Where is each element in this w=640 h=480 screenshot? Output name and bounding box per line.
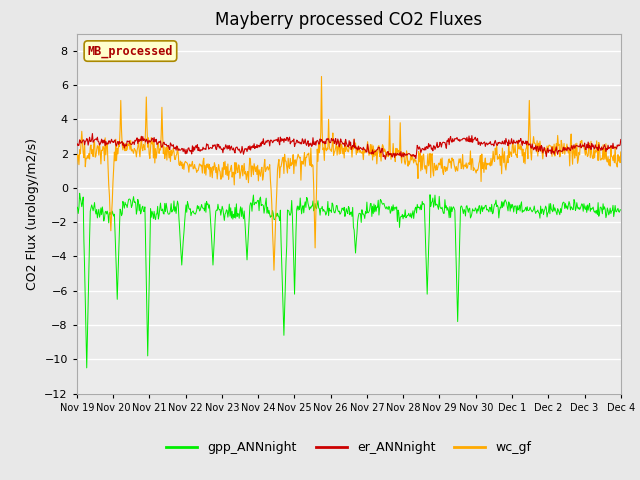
Text: MB_processed: MB_processed [88,44,173,58]
Title: Mayberry processed CO2 Fluxes: Mayberry processed CO2 Fluxes [215,11,483,29]
Legend: gpp_ANNnight, er_ANNnight, wc_gf: gpp_ANNnight, er_ANNnight, wc_gf [161,436,536,459]
Y-axis label: CO2 Flux (urology/m2/s): CO2 Flux (urology/m2/s) [26,138,38,289]
